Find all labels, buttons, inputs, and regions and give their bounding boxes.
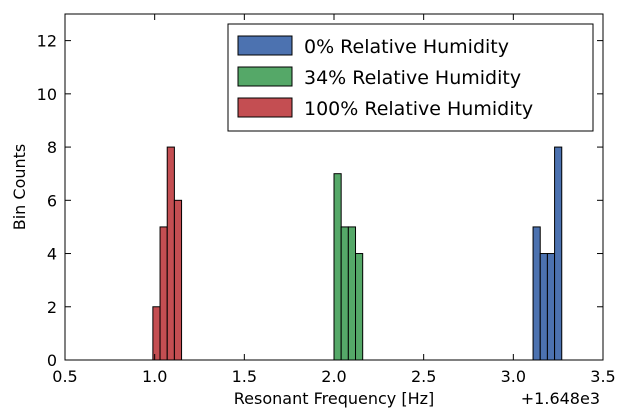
- x-axis-label: Resonant Frequency [Hz]: [234, 389, 434, 408]
- x-tick-label: 1.5: [232, 367, 257, 386]
- x-tick-label: 3.5: [590, 367, 615, 386]
- y-tick-label: 12: [37, 32, 57, 51]
- bar-s0-bin2: [546, 253, 556, 361]
- bar-s1-bin3: [355, 253, 364, 361]
- x-tick-label: 0.5: [52, 367, 77, 386]
- y-tick-label: 6: [47, 191, 57, 210]
- bar-s0-bin1: [539, 253, 548, 361]
- bar-s2-bin1: [159, 226, 168, 361]
- x-offset-label: +1.648e3: [521, 389, 600, 408]
- y-tick-label: 2: [47, 298, 57, 317]
- bar-s2-bin3: [173, 199, 183, 361]
- legend-label-1: 34% Relative Humidity: [304, 67, 521, 89]
- bar-s0-bin0: [532, 226, 541, 361]
- y-tick-label: 10: [37, 85, 57, 104]
- legend-swatch-2: [237, 97, 293, 118]
- x-tick-label: 2.5: [411, 367, 436, 386]
- bar-s0-bin3: [554, 146, 563, 361]
- bar-s1-bin1: [340, 226, 349, 361]
- legend-swatch-1: [237, 66, 293, 87]
- x-tick-label: 3.0: [501, 367, 526, 386]
- bar-s2-bin2: [166, 146, 175, 361]
- legend-label-2: 100% Relative Humidity: [304, 98, 533, 120]
- y-tick-label: 0: [47, 351, 57, 370]
- x-tick-label: 1.0: [142, 367, 167, 386]
- bar-s1-bin0: [333, 173, 342, 361]
- y-tick-label: 4: [47, 245, 57, 264]
- bar-s2-bin0: [152, 306, 161, 361]
- bar-s1-bin2: [347, 226, 357, 361]
- legend-label-0: 0% Relative Humidity: [304, 36, 509, 58]
- bars-layer: [152, 146, 563, 361]
- legend-swatch-0: [237, 35, 293, 56]
- x-tick-label: 2.0: [321, 367, 346, 386]
- legend: 0% Relative Humidity 34% Relative Humidit…: [227, 23, 594, 132]
- ticks-layer: 0.5 1.0 1.5 2.0 2.5 3.0 3.5 0 2 4 6 8 10 12: [37, 14, 616, 386]
- y-axis-label: Bin Counts: [10, 144, 29, 231]
- y-tick-label: 8: [47, 138, 57, 157]
